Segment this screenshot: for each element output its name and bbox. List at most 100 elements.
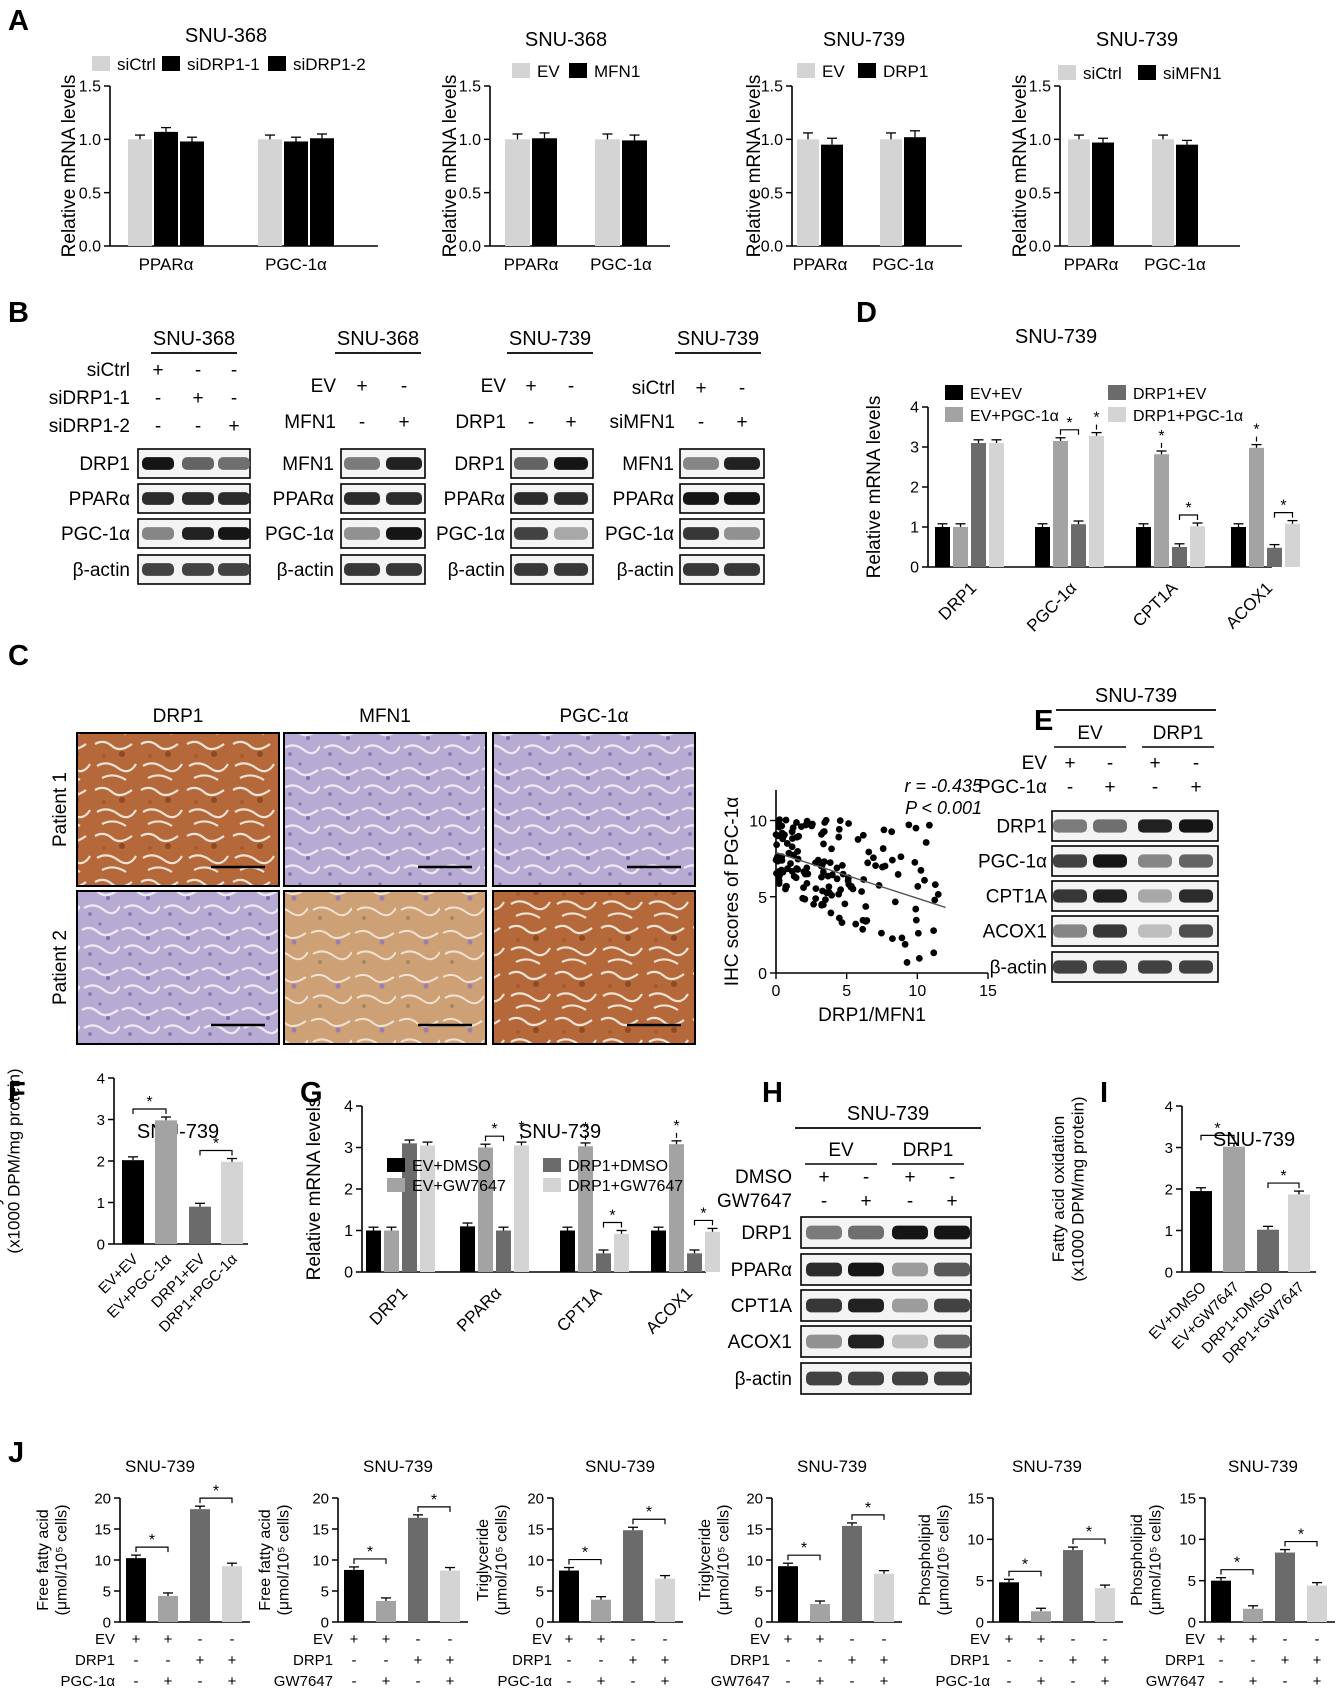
bar [258,139,282,246]
legend-swatch [945,385,963,400]
panel-label-I: I [1100,1077,1108,1109]
scatter-point [820,840,827,848]
condition-sign: + [565,1631,574,1648]
y-tick-label: 1.5 [459,79,481,96]
blot-band [1093,960,1127,974]
bar [155,1120,177,1244]
blot-band [1093,924,1127,938]
significance-star: * [865,1500,871,1517]
chart-title: SNU-739 [363,1457,433,1476]
y-tick-label: 0.0 [761,239,783,256]
band-label: DRP1 [79,454,130,475]
y-tick-label: 20 [94,1490,111,1507]
ihc-row-label: Patient 1 [50,772,71,847]
band-label: CPT1A [731,1296,793,1317]
bar [614,1233,629,1272]
scatter-point [790,872,798,880]
y-tick-label: 0.5 [459,185,481,202]
bar [559,1570,579,1622]
scatter-point [897,853,905,861]
scatter-point [915,954,923,962]
band-label: PGC-1α [265,524,334,545]
y-axis-label: Triglyceride(μmol/10⁵ cells) [697,1505,732,1616]
y-tick-label: 2 [344,1182,353,1199]
bar [532,138,557,246]
y-tick-label: 2 [1165,1181,1173,1198]
y-axis-label: Phospholipid(μmol/10⁵ cells) [917,1505,952,1616]
bar [1035,527,1050,567]
condition-label: DRP1 [730,1652,770,1669]
chart-title: SNU-739 [1096,29,1178,51]
scatter-point [828,871,836,879]
band-label: PGC-1α [978,852,1047,873]
scatter-point [858,888,866,895]
y-axis-label-line: Free fatty acid [257,1509,274,1610]
condition-sign: + [818,1167,829,1188]
scatter-point [779,835,787,843]
x-tick-label: 15 [979,983,997,1000]
ihc-image [492,732,696,887]
chart-J4: SNU-739 0 5 10 15 20 Triglyceride(μmol/10⁵ cel… [697,1457,902,1690]
blot-band [1093,819,1127,833]
legend-swatch [1138,65,1156,80]
scatter-point [912,824,920,832]
scatter-plot: 0 5 10 15 0 5 10 IHC scores of PGC-1α DRP1/MFN1 r… [722,776,997,1026]
condition-sign: - [882,1631,887,1648]
legend-swatch [387,1158,405,1172]
legend-swatch [387,1178,405,1192]
condition-label: DRP1 [512,1652,552,1669]
scatter-point [798,823,805,830]
blot-band [344,492,380,505]
significance-star: * [518,1119,524,1136]
y-tick-label: 0 [344,1265,353,1282]
significance-bracket [693,1219,714,1226]
condition-label: PGC-1α [978,777,1047,798]
condition-sign: - [1152,777,1158,798]
band-label: PPARα [69,489,130,510]
condition-sign: + [784,1631,793,1648]
blot-band [892,1334,928,1349]
significance-star: * [582,1545,588,1562]
y-tick-label: 0.0 [459,239,481,256]
y-axis-label-line: Triglyceride [697,1519,714,1601]
scatter-point [912,916,920,924]
scatter-point [812,895,820,903]
panel-label-E: E [1034,705,1053,737]
condition-label: siMFN1 [610,412,675,433]
category-label: PPARα [453,1283,505,1335]
condition-sign: + [1313,1652,1322,1669]
scatter-point [822,896,829,904]
x-tick-label: 0 [772,983,781,1000]
blot-title: SNU-368 [153,328,235,350]
significance-star: * [1093,410,1099,427]
blot-band [1053,819,1087,833]
condition-sign: - [352,1652,357,1669]
significance-bracket [353,1558,387,1564]
stat-r: r = -0.435 [904,776,983,796]
y-tick-label: 5 [976,1573,984,1590]
bar [953,527,968,567]
condition-sign: - [1103,1631,1108,1648]
significance-star: * [1280,498,1286,515]
condition-sign: + [661,1652,670,1669]
condition-sign: - [739,378,745,399]
bar [1257,1229,1279,1272]
y-tick-label: 0.5 [1029,185,1051,202]
blot-group-label: EV [1077,723,1103,744]
blot-band [514,563,548,576]
blot-B2: SNU-368 EV + - MFN1 - + MFN1 PPARα PGC-1α β-actin [265,328,426,585]
significance-star: * [1253,422,1259,439]
band-label: DRP1 [454,454,505,475]
scatter-point [803,817,811,825]
bar [655,1578,675,1622]
y-tick-label: 10 [94,1552,111,1569]
scatter-point [835,833,843,841]
y-axis-label-line: Fatty acid oxidation [0,1088,4,1234]
blot-band [1138,854,1172,868]
y-axis-label: IHC scores of PGC-1α [722,797,743,986]
band-label: PPARα [273,489,334,510]
band-label: PPARα [731,1260,792,1281]
condition-sign: + [164,1673,173,1690]
scatter-point [782,885,789,893]
condition-sign: + [880,1673,889,1690]
